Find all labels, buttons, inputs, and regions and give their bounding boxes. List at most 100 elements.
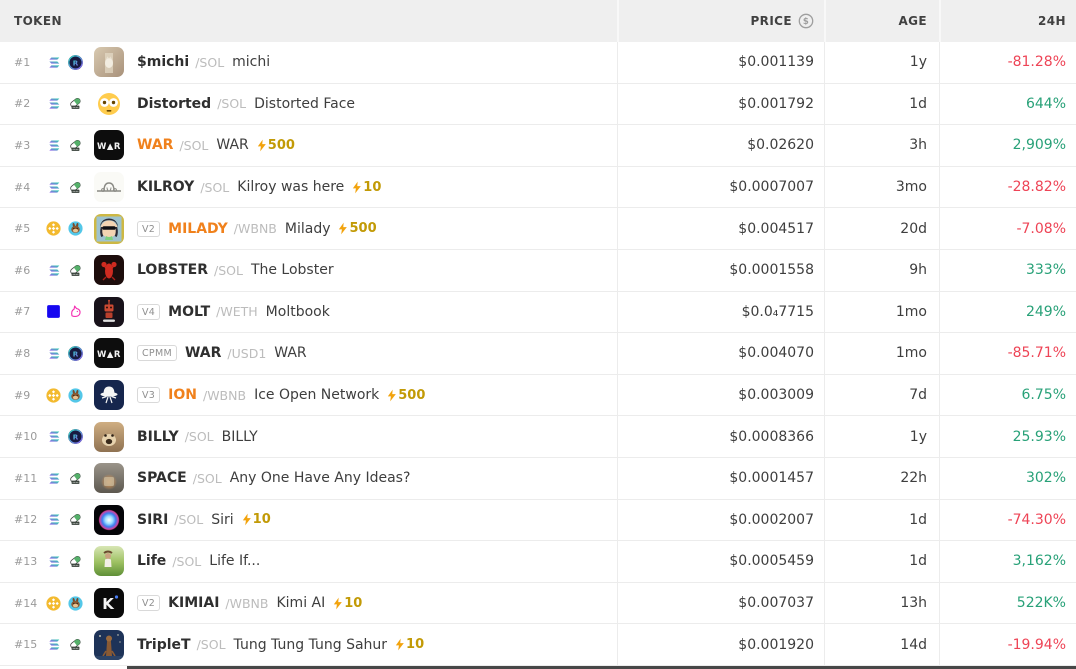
table-row[interactable]: #6 LOBSTER /SOL The Lobster $0.0001558 9… [0, 249, 1076, 292]
price-cell: $0.001792 [617, 83, 824, 125]
price-cell: $0.0001558 [617, 249, 824, 291]
token-cell: #15 TripleT /SOL Tung Tung Tung Sahur 10 [0, 624, 617, 665]
price-cell: $0.001920 [617, 624, 824, 665]
boost-amount: 10 [252, 512, 271, 528]
token-name: Any One Have Any Ideas? [229, 470, 411, 487]
age-cell: 1y [824, 42, 939, 83]
svg-text:K: K [102, 595, 115, 613]
table-row[interactable]: #14 K V2 KIMIAI /WBNB Kimi AI 10 $0.0070… [0, 582, 1076, 625]
token-name: The Lobster [250, 262, 334, 279]
token-symbol: ION [168, 387, 197, 404]
pool-version-badge: V4 [137, 303, 161, 320]
quote-token-label: /WBNB [202, 387, 247, 403]
raydium-icon: R [67, 345, 84, 362]
price-cell: $0.0002007 [617, 499, 824, 541]
change-24h-cell: 302% [939, 457, 1076, 499]
svg-text:R: R [73, 58, 79, 67]
token-symbol: LOBSTER [137, 262, 208, 279]
solana-icon [45, 137, 62, 154]
table-row[interactable]: #2 Distorted /SOL Distorted Face $0.0017… [0, 83, 1076, 126]
table-row[interactable]: #4 KILROY /SOL Kilroy was here 10 $0.000… [0, 166, 1076, 209]
token-symbol: Life [137, 553, 167, 570]
solana-icon [45, 636, 62, 653]
bnb-icon [45, 220, 62, 237]
pumpswap-icon [67, 95, 84, 112]
token-name: WAR [274, 345, 307, 362]
rank-label: #7 [14, 305, 31, 319]
column-header-token-label: TOKEN [14, 14, 62, 28]
boost-amount: 10 [406, 637, 425, 653]
age-cell: 14d [824, 624, 939, 665]
token-avatar [94, 629, 124, 660]
column-header-age[interactable]: AGE [824, 0, 939, 42]
price-cell: $0.004517 [617, 208, 824, 249]
table-row[interactable]: #12 SIRI /SOL Siri 10 $0.0002007 1d -74.… [0, 499, 1076, 542]
token-name: Milady [284, 220, 331, 237]
usd-circle-icon[interactable]: $ [798, 13, 814, 29]
boost-badge[interactable]: 500 [387, 388, 425, 403]
change-24h-cell: 25.93% [939, 416, 1076, 457]
boost-badge[interactable]: 10 [352, 180, 381, 195]
token-symbol: WAR [184, 345, 222, 362]
token-avatar [94, 172, 124, 203]
price-cell: $0.001139 [617, 42, 824, 83]
table-row[interactable]: #11 SPACE /SOL Any One Have Any Ideas? $… [0, 457, 1076, 500]
table-row[interactable]: #8 R W▲R CPMM WAR /USD1 WAR $0.004070 1m… [0, 333, 1076, 375]
boost-badge[interactable]: 10 [242, 512, 271, 527]
token-cell: #7 V4 MOLT /WETH Moltbook [0, 292, 617, 333]
svg-text:W▲R: W▲R [97, 142, 121, 152]
table-row[interactable]: #7 V4 MOLT /WETH Moltbook $0.0₄7715 1mo … [0, 291, 1076, 334]
quote-token-label: /SOL [179, 137, 209, 153]
token-cell: #12 SIRI /SOL Siri 10 [0, 500, 617, 541]
token-avatar [94, 546, 124, 577]
token-cell: #10 R BILLY /SOL BILLY [0, 416, 617, 457]
column-header-token[interactable]: TOKEN [0, 0, 617, 42]
rank-label: #13 [14, 554, 38, 568]
boost-badge[interactable]: 10 [395, 637, 424, 652]
token-cell: #2 Distorted /SOL Distorted Face [0, 84, 617, 125]
change-24h-cell: 644% [939, 83, 1076, 125]
quote-token-label: /SOL [200, 179, 230, 195]
table-row[interactable]: #9 V3 ION /WBNB Ice Open Network 500 $0.… [0, 374, 1076, 417]
boost-badge[interactable]: 10 [333, 596, 362, 611]
change-24h-cell: 522K% [939, 582, 1076, 624]
quote-token-label: /SOL [172, 553, 202, 569]
token-cell: #8 R W▲R CPMM WAR /USD1 WAR [0, 333, 617, 374]
token-symbol: MILADY [168, 220, 228, 237]
table-row[interactable]: #13 Life /SOL Life If... $0.0005459 1d 3… [0, 541, 1076, 583]
rank-label: #5 [14, 222, 31, 236]
price-cell: $0.0₄7715 [617, 291, 824, 333]
column-header-price[interactable]: PRICE $ [617, 0, 824, 42]
boost-badge[interactable]: 500 [257, 138, 295, 153]
table-row[interactable]: #15 TripleT /SOL Tung Tung Tung Sahur 10… [0, 624, 1076, 666]
solana-icon [45, 511, 62, 528]
boost-badge[interactable]: 500 [338, 221, 377, 236]
rank-label: #8 [14, 346, 31, 360]
quote-token-label: /WBNB [225, 595, 269, 611]
age-cell: 3h [824, 125, 939, 166]
pumpswap-icon [67, 511, 84, 528]
svg-text:W▲R: W▲R [97, 350, 121, 360]
svg-text:$: $ [803, 17, 809, 27]
rank-label: #15 [14, 638, 38, 652]
table-row[interactable]: #1 R $michi /SOL michi $0.001139 1y -81.… [0, 42, 1076, 84]
table-row[interactable]: #5 V2 MILADY /WBNB Milady 500 $0.004517 … [0, 208, 1076, 250]
change-24h-cell: 2,909% [939, 125, 1076, 166]
age-cell: 1d [824, 541, 939, 582]
solana-icon [45, 179, 62, 196]
lightning-bolt-icon [334, 597, 343, 609]
rank-label: #3 [14, 138, 31, 152]
table-row[interactable]: #3 W▲R WAR /SOL WAR 500 $0.02620 3h 2,90… [0, 125, 1076, 167]
table-row[interactable]: #10 R BILLY /SOL BILLY $0.0008366 1y 25.… [0, 416, 1076, 458]
age-cell: 3mo [824, 166, 939, 208]
column-header-24h[interactable]: 24H [939, 0, 1076, 42]
token-symbol: Distorted [137, 95, 212, 112]
token-name: michi [232, 54, 271, 71]
quote-token-label: /SOL [217, 96, 247, 112]
rank-label: #14 [14, 596, 38, 610]
boost-amount: 10 [363, 179, 382, 195]
quote-token-label: /SOL [192, 470, 222, 486]
token-cell: #3 W▲R WAR /SOL WAR 500 [0, 125, 617, 166]
token-name: Kimi AI [276, 595, 326, 612]
token-avatar: W▲R [94, 338, 124, 369]
